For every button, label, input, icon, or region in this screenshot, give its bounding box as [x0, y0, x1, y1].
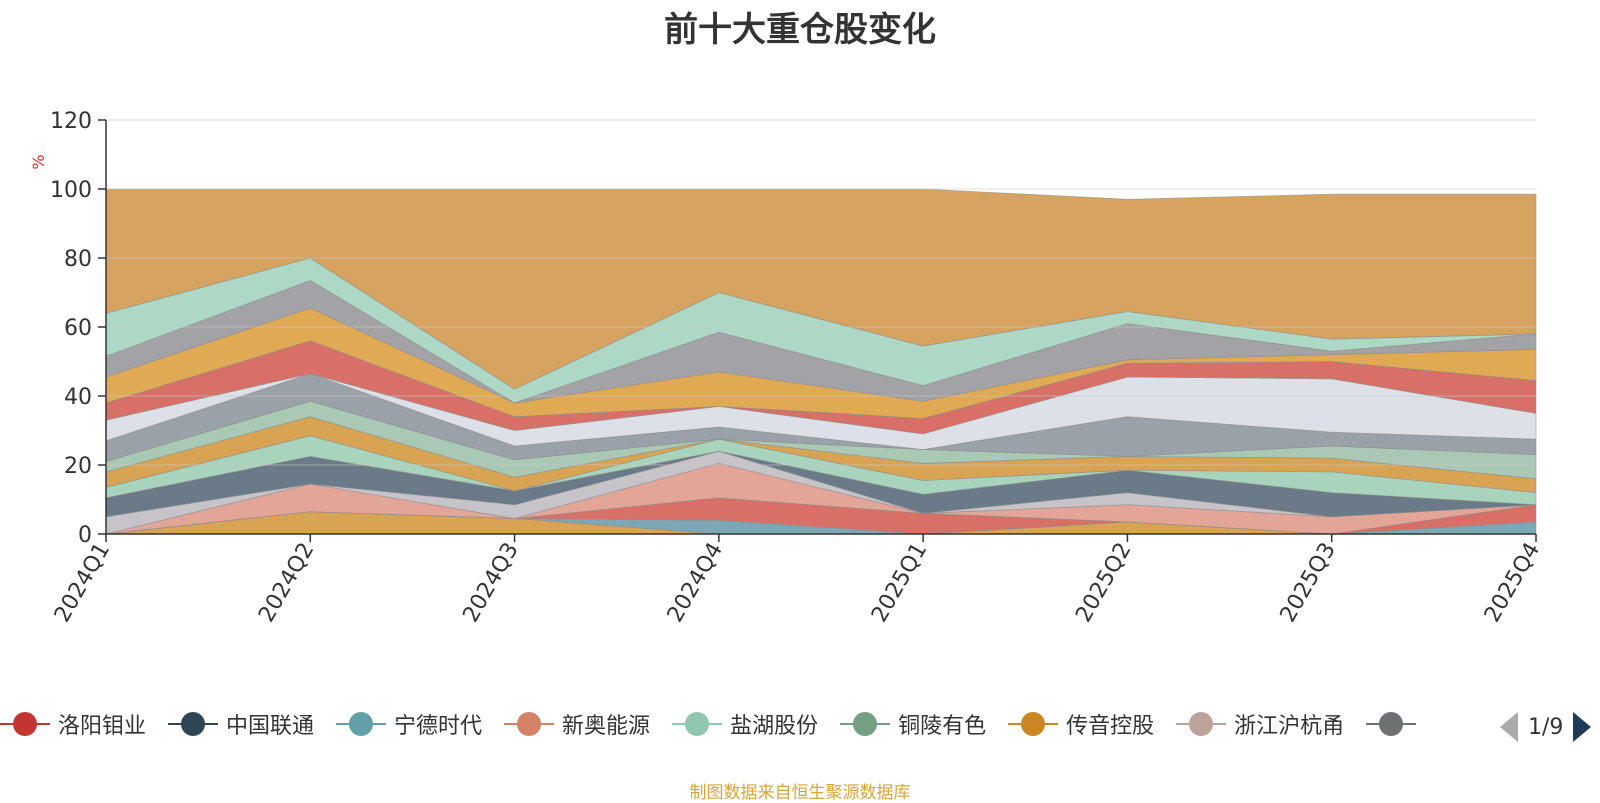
legend-item[interactable]: 传音控股: [1008, 708, 1154, 740]
legend-item[interactable]: 洛阳钼业: [0, 708, 146, 740]
x-axis-ticks: 2024Q1 2024Q2 2024Q3 2024Q4 2025Q1 2025Q2 2025…: [50, 534, 1545, 627]
legend-item[interactable]: 新奥能源: [504, 708, 650, 740]
x-tick-label: 2024Q2: [254, 539, 319, 627]
x-tick-label: 2024Q1: [50, 539, 115, 627]
legend-label: 宁德时代: [394, 714, 483, 739]
y-tick-label: 60: [64, 316, 92, 341]
legend-marker-icon: [168, 711, 219, 737]
legend-label: 浙江沪杭甬: [1234, 714, 1345, 739]
legend-marker-icon: [504, 711, 555, 737]
x-tick-label: 2025Q4: [1480, 539, 1545, 627]
y-tick-label: 80: [64, 247, 92, 272]
y-tick-label: 120: [50, 109, 92, 134]
next-page-icon[interactable]: [1573, 712, 1592, 742]
legend-pager: 1/9: [1500, 712, 1592, 742]
y-axis-ticks: 0 20 40 60 80 100 120: [50, 109, 106, 548]
y-tick-label: 0: [78, 523, 92, 548]
x-tick-label: 2024Q4: [663, 539, 728, 627]
legend-marker-icon: [1366, 711, 1417, 737]
legend-item[interactable]: 中国联通: [168, 708, 314, 740]
legend-marker-icon: [840, 711, 891, 737]
legend-label: 传音控股: [1066, 714, 1155, 739]
legend-label: 铜陵有色: [898, 714, 987, 739]
legend-marker-icon: [1176, 711, 1227, 737]
chart-title: 前十大重仓股变化: [664, 10, 936, 50]
source-note: 制图数据来自恒生聚源数据库: [689, 783, 911, 803]
legend-marker-icon: [336, 711, 387, 737]
legend-label: 洛阳钼业: [58, 714, 147, 739]
x-tick-label: 2025Q1: [867, 539, 932, 627]
x-tick-label: 2025Q2: [1071, 539, 1136, 627]
y-tick-label: 100: [50, 178, 92, 203]
legend-item[interactable]: 浙江沪杭甬: [1176, 708, 1344, 740]
legend: 洛阳钼业 中国联通 宁德时代 新奥能源 盐湖股份 铜陵有色 传音控股 浙江沪杭甬: [0, 706, 1600, 742]
x-tick-label: 2024Q3: [458, 539, 523, 627]
legend-page-indicator: 1/9: [1528, 714, 1564, 740]
gridlines: [106, 119, 1536, 466]
legend-label: 新奥能源: [562, 714, 651, 739]
y-axis-unit-label: %: [29, 154, 48, 169]
legend-label: 盐湖股份: [730, 714, 819, 739]
legend-item[interactable]: 铜陵有色: [840, 708, 986, 740]
legend-item[interactable]: 盐湖股份: [672, 708, 818, 740]
x-tick-label: 2025Q3: [1276, 539, 1341, 627]
legend-label: 中国联通: [226, 714, 315, 739]
prev-page-icon[interactable]: [1500, 712, 1518, 742]
area-bands: [105, 188, 1537, 535]
y-tick-label: 40: [64, 385, 92, 410]
legend-marker-icon: [0, 711, 50, 737]
legend-marker-icon: [672, 711, 723, 737]
legend-marker-icon: [1008, 711, 1059, 737]
legend-item[interactable]: 宁德时代: [336, 708, 482, 740]
y-tick-label: 20: [64, 454, 92, 479]
legend-item[interactable]: [1366, 711, 1424, 737]
